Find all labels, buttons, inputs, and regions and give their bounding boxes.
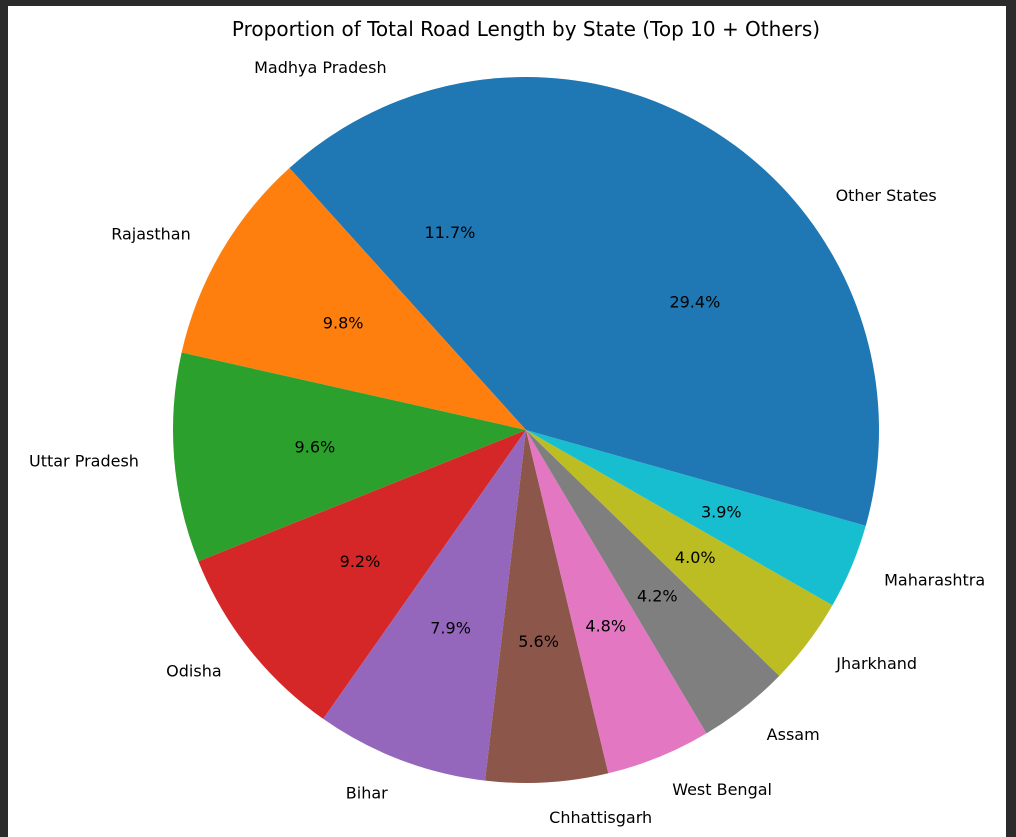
slice-percent-label: 3.9%	[701, 502, 742, 521]
pie-slice-uttar-pradesh	[172, 352, 526, 562]
slice-percent-label: 7.9%	[430, 618, 471, 637]
pie-slice-jharkhand	[526, 430, 833, 676]
chart-title: Proportion of Total Road Length by State…	[232, 17, 820, 41]
pie-labels: 11.7% Madhya Pradesh 9.8% Rajasthan 9.6% Utta…	[29, 58, 985, 827]
pie-slice-chhattisgarh	[485, 430, 609, 784]
slice-category-label: West Bengal	[672, 780, 772, 799]
slice-percent-label: 5.6%	[518, 632, 559, 651]
slice-percent-label: 11.7%	[425, 223, 476, 242]
slice-category-label: Assam	[767, 725, 820, 744]
slice-percent-label: 4.2%	[637, 587, 678, 606]
pie-slice-odisha	[198, 430, 526, 719]
slice-category-label: Rajasthan	[111, 225, 191, 244]
pie-slice-rajasthan	[181, 167, 526, 431]
slice-category-label: Jharkhand	[835, 654, 917, 673]
pie-slice-bihar	[323, 430, 526, 781]
slice-percent-label: 29.4%	[669, 293, 720, 312]
slice-category-label: Odisha	[166, 662, 221, 681]
pie-slice-madhya-pradesh	[289, 77, 526, 430]
slice-category-label: Uttar Pradesh	[29, 452, 139, 471]
slice-percent-label: 9.8%	[323, 314, 364, 333]
pie-slice-maharashtra	[526, 430, 866, 606]
slice-percent-label: 9.2%	[340, 552, 381, 571]
pie-slices	[172, 77, 879, 784]
pie-slice-assam	[526, 430, 780, 734]
slice-percent-label: 9.6%	[295, 437, 336, 456]
slice-percent-label: 4.0%	[675, 548, 716, 567]
slice-percent-label: 4.8%	[585, 617, 626, 636]
slice-category-label: Maharashtra	[884, 571, 985, 590]
slice-category-label: Chhattisgarh	[549, 808, 652, 827]
slice-category-label: Other States	[836, 186, 937, 205]
pie-slice-west-bengal	[526, 430, 707, 774]
slice-category-label: Madhya Pradesh	[254, 58, 387, 77]
slice-category-label: Bihar	[346, 783, 388, 802]
pie-slice-other-states	[526, 77, 879, 526]
